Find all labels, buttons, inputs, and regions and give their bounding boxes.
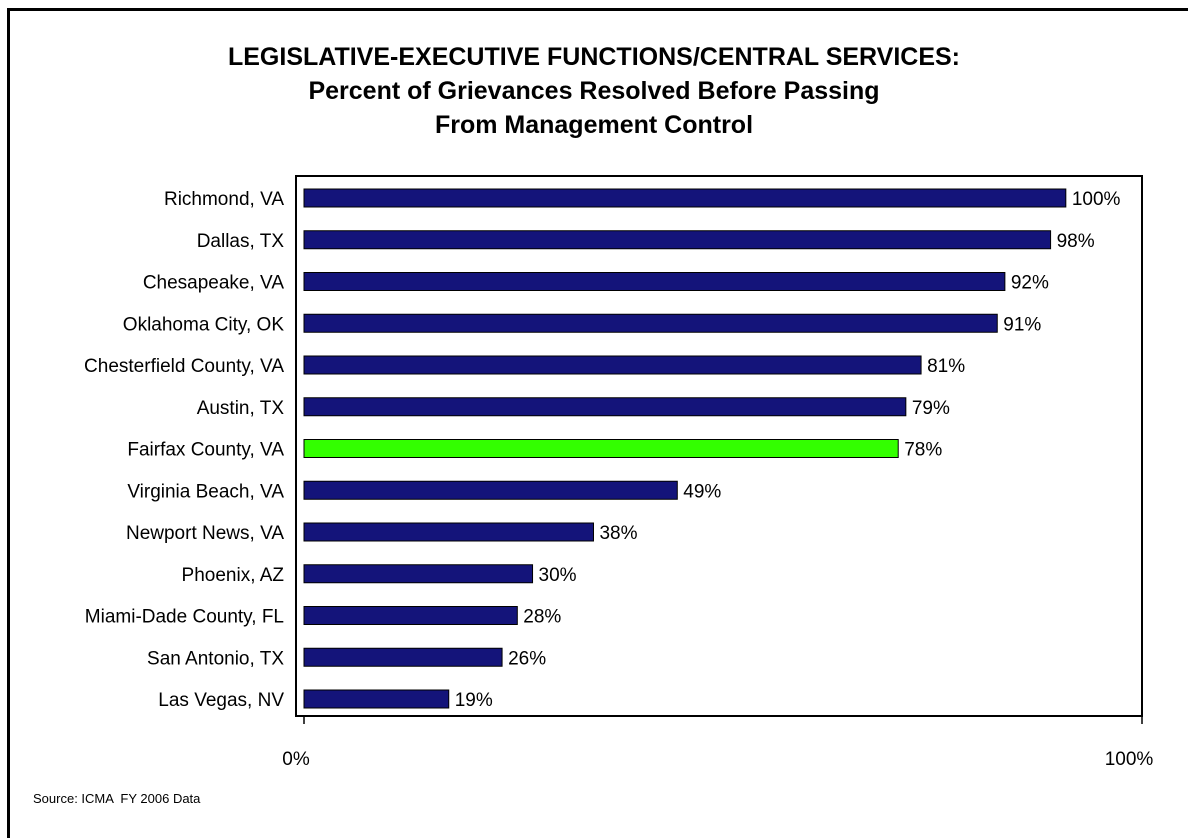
bar — [303, 188, 1067, 208]
x-axis: 0% 100% — [282, 716, 1153, 770]
category-label: Chesapeake, VA — [143, 273, 285, 294]
value-label: 78% — [904, 440, 942, 461]
value-label: 19% — [455, 690, 493, 711]
chart-frame — [7, 8, 1188, 838]
value-label: 30% — [539, 565, 577, 586]
value-label: 81% — [927, 356, 965, 377]
bar — [303, 397, 907, 417]
bar — [303, 272, 1006, 291]
bar-chart: Richmond, VA 100% Dallas, TX 98% Chesapeake,… — [84, 175, 1153, 770]
chart-title-line: LEGISLATIVE-EXECUTIVE FUNCTIONS/CENTRAL … — [227, 43, 961, 71]
bar — [303, 606, 518, 625]
bar — [303, 564, 534, 584]
category-label: Chesterfield County, VA — [84, 356, 284, 377]
value-label: 100% — [1072, 189, 1121, 210]
bar — [303, 313, 998, 333]
value-label: 49% — [683, 481, 721, 502]
value-label: 28% — [523, 607, 561, 628]
bar-highlight — [303, 439, 899, 458]
category-label: Fairfax County, VA — [127, 440, 284, 461]
value-label: 26% — [508, 648, 546, 669]
bars-group: Richmond, VA 100% Dallas, TX 98% Chesapeake,… — [84, 188, 1121, 711]
category-label: Miami-Dade County, FL — [85, 607, 284, 628]
bar — [303, 522, 594, 542]
source-note: Source: ICMA FY 2006 Data — [33, 791, 201, 806]
category-label: Phoenix, AZ — [182, 565, 285, 586]
category-label: Austin, TX — [197, 398, 285, 419]
chart-subtitle-line: Percent of Grievances Resolved Before Pa… — [308, 77, 880, 105]
category-label: Las Vegas, NV — [158, 690, 284, 711]
bar — [303, 647, 503, 667]
x-tick-label: 100% — [1105, 749, 1154, 770]
x-tick-label: 0% — [282, 749, 310, 770]
value-label: 98% — [1057, 231, 1095, 252]
value-label: 38% — [599, 523, 637, 544]
category-label: San Antonio, TX — [147, 648, 284, 669]
value-label: 79% — [912, 398, 950, 419]
bar — [303, 480, 678, 500]
bar — [303, 230, 1052, 250]
chart-title: LEGISLATIVE-EXECUTIVE FUNCTIONS/CENTRAL … — [0, 40, 1188, 142]
value-label: 91% — [1003, 314, 1041, 335]
category-label: Newport News, VA — [126, 523, 284, 544]
category-label: Virginia Beach, VA — [127, 481, 284, 502]
category-label: Dallas, TX — [197, 231, 285, 252]
value-label: 92% — [1011, 273, 1049, 294]
chart-subtitle-line: From Management Control — [434, 111, 754, 139]
bar — [303, 355, 922, 375]
category-label: Richmond, VA — [164, 189, 284, 210]
bar — [303, 689, 450, 709]
category-label: Oklahoma City, OK — [123, 314, 285, 335]
